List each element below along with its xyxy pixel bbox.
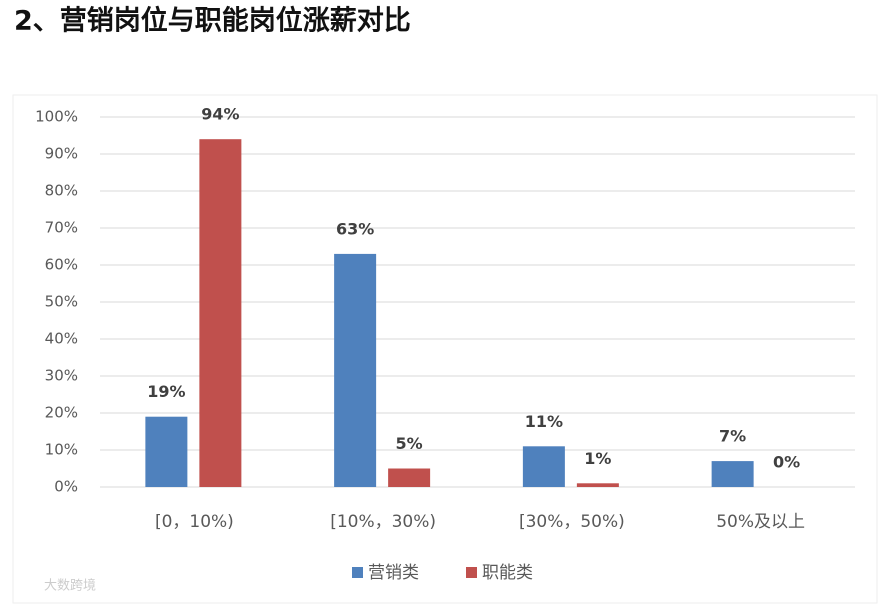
y-tick-label: 30% (45, 367, 78, 385)
bar (334, 253, 377, 487)
y-tick-label: 70% (45, 219, 78, 237)
value-label: 5% (396, 434, 423, 453)
value-label: 94% (201, 105, 239, 124)
x-tick-label: [10%，30%) (330, 512, 436, 532)
x-tick-label: [30%，50%) (519, 512, 625, 532)
y-tick-label: 100% (35, 108, 78, 126)
value-label: 0% (773, 453, 800, 472)
value-label: 7% (719, 427, 746, 446)
y-tick-label: 20% (45, 404, 78, 422)
y-tick-label: 50% (45, 293, 78, 311)
legend-label: 职能类 (482, 563, 533, 583)
bar (576, 483, 619, 487)
chart-title: 2、营销岗位与职能岗位涨薪对比 (14, 5, 411, 37)
bar (522, 446, 565, 487)
y-tick-label: 60% (45, 256, 78, 274)
legend-swatch (352, 567, 363, 578)
value-label: 11% (525, 412, 563, 431)
legend-swatch (466, 567, 477, 578)
y-tick-label: 0% (54, 478, 78, 496)
y-tick-label: 80% (45, 182, 78, 200)
x-tick-label: [0，10%) (155, 512, 234, 532)
y-tick-label: 40% (45, 330, 78, 348)
bar (145, 416, 188, 487)
legend-label: 营销类 (368, 563, 419, 583)
x-tick-label: 50%及以上 (716, 512, 805, 532)
chart-frame (12, 94, 878, 604)
y-tick-label: 10% (45, 441, 78, 459)
bar (199, 139, 242, 487)
watermark: 大数跨境 (44, 579, 96, 594)
value-label: 1% (584, 449, 611, 468)
bar (711, 461, 754, 487)
value-label: 63% (336, 219, 374, 238)
y-tick-label: 90% (45, 145, 78, 163)
value-label: 19% (147, 382, 185, 401)
bar (388, 468, 431, 487)
